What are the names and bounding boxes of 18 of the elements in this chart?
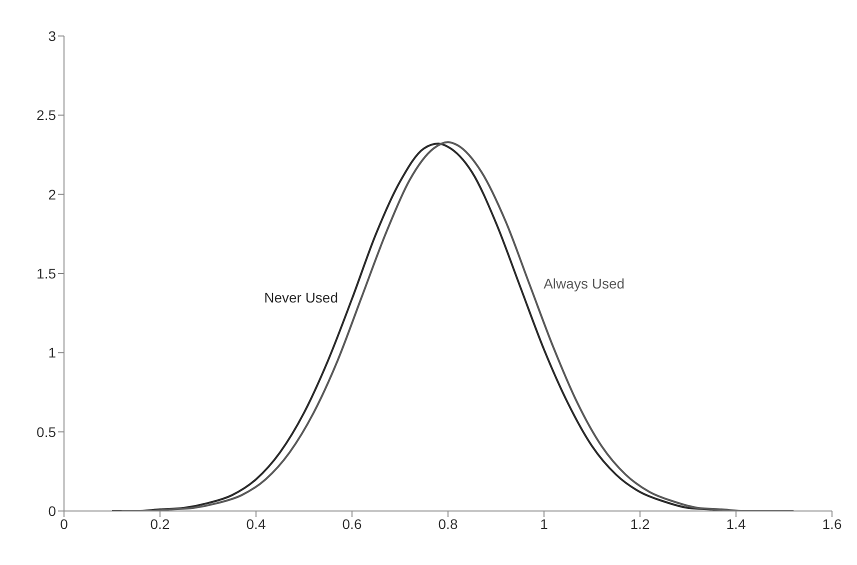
x-tick-label: 0: [60, 516, 68, 532]
y-tick-label: 2.5: [36, 107, 56, 124]
x-tick-label: 1.6: [822, 516, 842, 532]
y-tick-label: 1.5: [36, 265, 56, 282]
y-tick-label: 3: [48, 28, 56, 44]
x-tick-label: 1.4: [726, 516, 746, 532]
x-tick-label: 1.2: [630, 516, 650, 532]
y-tick-label: 0: [48, 502, 56, 519]
y-tick-label: 0.5: [36, 424, 56, 440]
x-tick-label: 0.6: [342, 516, 362, 532]
y-tick-label: 1: [48, 344, 56, 361]
x-tick-label: 0.2: [150, 516, 170, 532]
series-label: Always Used: [544, 275, 625, 292]
series-label: Never Used: [264, 290, 338, 306]
y-tick-label: 2: [48, 186, 56, 202]
x-tick-label: 1: [540, 516, 548, 532]
x-tick-label: 0.8: [438, 516, 458, 532]
x-tick-label: 0.4: [246, 516, 266, 532]
